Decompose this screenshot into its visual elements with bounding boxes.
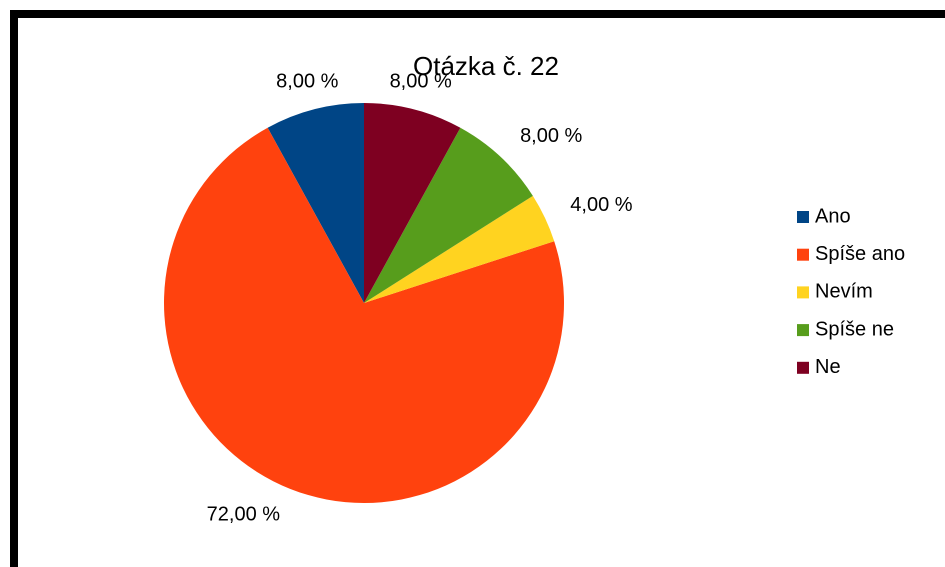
legend-swatch: [797, 324, 809, 337]
data-label: 4,00 %: [570, 194, 632, 216]
pie-slice: [364, 195, 555, 303]
data-label: 8,00 %: [276, 70, 338, 92]
legend-label: Ne: [815, 356, 841, 378]
legend-swatch: [797, 248, 809, 261]
pie-slice: [364, 127, 533, 303]
legend-label: Ano: [815, 205, 851, 227]
pie-slice: [364, 103, 461, 303]
legend-swatch: [797, 286, 809, 299]
legend-swatch: [797, 211, 809, 223]
legend-swatch: [797, 361, 809, 374]
pie-slice: [163, 127, 564, 504]
legend-label: Spíše ne: [815, 318, 894, 340]
legend-label: Nevím: [815, 281, 873, 303]
pie-slice: [267, 103, 364, 303]
data-label: 8,00 %: [520, 125, 582, 147]
data-label: 72,00 %: [207, 503, 281, 525]
chart-title: Otázka č. 22: [413, 51, 559, 81]
data-label: 8,00 %: [390, 70, 452, 92]
legend-label: Spíše ano: [815, 243, 905, 265]
